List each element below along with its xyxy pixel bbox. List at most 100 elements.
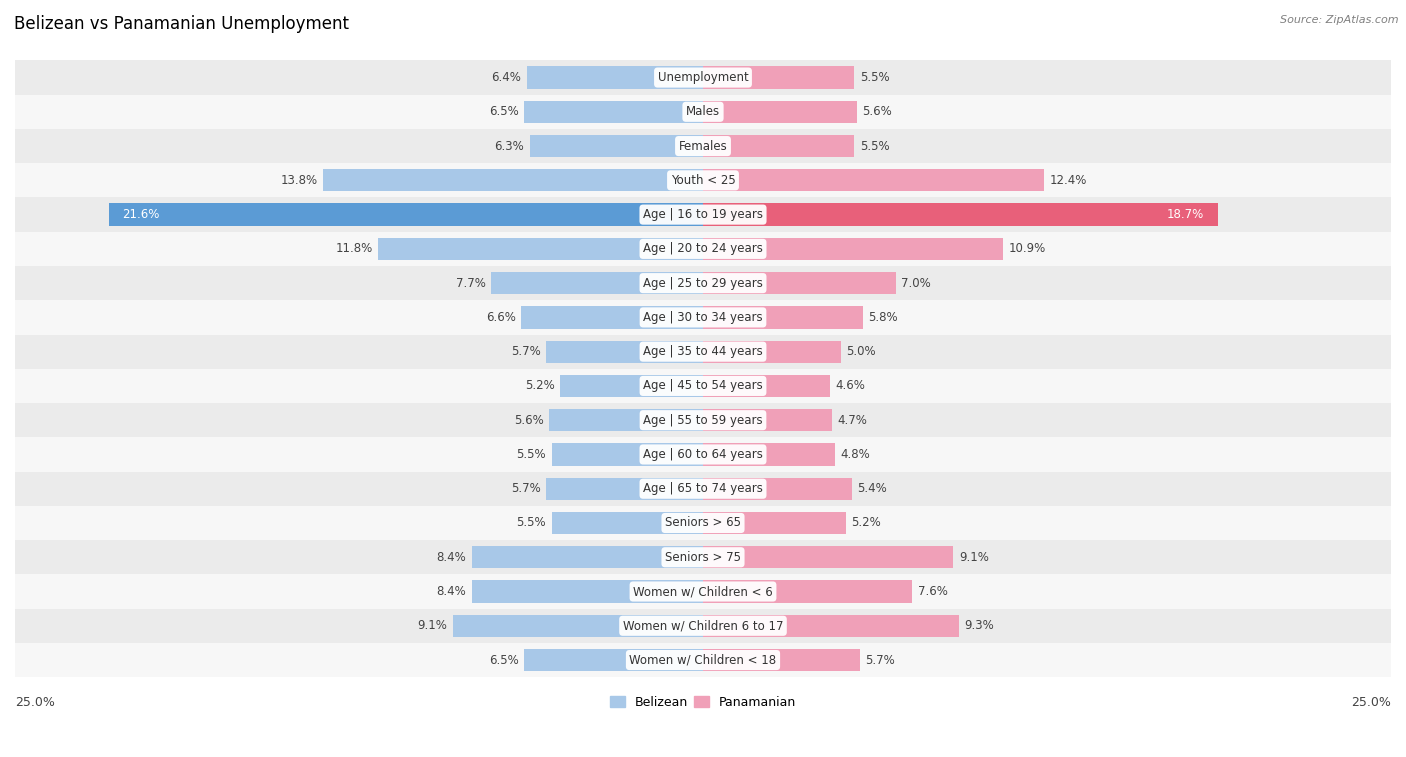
Bar: [551, 512, 703, 534]
Text: Males: Males: [686, 105, 720, 118]
Text: 5.5%: 5.5%: [516, 448, 546, 461]
Text: Age | 60 to 64 years: Age | 60 to 64 years: [643, 448, 763, 461]
Bar: [15, 506, 1391, 540]
Bar: [703, 478, 852, 500]
Text: Age | 65 to 74 years: Age | 65 to 74 years: [643, 482, 763, 495]
Bar: [703, 341, 841, 363]
Bar: [15, 403, 1391, 438]
Text: Age | 30 to 34 years: Age | 30 to 34 years: [643, 311, 763, 324]
Text: Unemployment: Unemployment: [658, 71, 748, 84]
Text: 8.4%: 8.4%: [437, 585, 467, 598]
Text: 5.6%: 5.6%: [513, 413, 543, 427]
Bar: [703, 135, 855, 157]
Text: Age | 35 to 44 years: Age | 35 to 44 years: [643, 345, 763, 358]
Text: Age | 55 to 59 years: Age | 55 to 59 years: [643, 413, 763, 427]
Bar: [703, 615, 959, 637]
Text: 6.5%: 6.5%: [489, 653, 519, 666]
Text: 5.0%: 5.0%: [846, 345, 876, 358]
Text: 5.2%: 5.2%: [524, 379, 554, 392]
Bar: [15, 575, 1391, 609]
Bar: [15, 61, 1391, 95]
Text: 9.1%: 9.1%: [959, 551, 988, 564]
Bar: [548, 409, 703, 431]
Text: 13.8%: 13.8%: [281, 174, 318, 187]
Bar: [15, 266, 1391, 301]
Bar: [15, 438, 1391, 472]
Text: 4.7%: 4.7%: [838, 413, 868, 427]
Text: 5.8%: 5.8%: [868, 311, 898, 324]
Bar: [15, 643, 1391, 678]
Text: 5.5%: 5.5%: [516, 516, 546, 529]
Bar: [703, 204, 1218, 226]
Bar: [703, 444, 835, 466]
Text: 5.2%: 5.2%: [852, 516, 882, 529]
Bar: [546, 341, 703, 363]
Bar: [15, 335, 1391, 369]
Bar: [703, 238, 1002, 260]
Bar: [527, 67, 703, 89]
Text: Age | 45 to 54 years: Age | 45 to 54 years: [643, 379, 763, 392]
Text: 5.4%: 5.4%: [858, 482, 887, 495]
Text: 6.3%: 6.3%: [495, 139, 524, 153]
Text: 6.4%: 6.4%: [492, 71, 522, 84]
Bar: [703, 272, 896, 294]
Text: 10.9%: 10.9%: [1008, 242, 1046, 255]
Text: Women w/ Children < 6: Women w/ Children < 6: [633, 585, 773, 598]
Bar: [524, 101, 703, 123]
Bar: [15, 540, 1391, 575]
Text: 5.7%: 5.7%: [510, 482, 541, 495]
Bar: [472, 546, 703, 569]
Text: 6.5%: 6.5%: [489, 105, 519, 118]
Bar: [703, 512, 846, 534]
Bar: [560, 375, 703, 397]
Text: Age | 16 to 19 years: Age | 16 to 19 years: [643, 208, 763, 221]
Text: 5.5%: 5.5%: [860, 139, 890, 153]
Text: 9.1%: 9.1%: [418, 619, 447, 632]
Bar: [522, 307, 703, 329]
Bar: [378, 238, 703, 260]
Bar: [703, 307, 863, 329]
Text: 8.4%: 8.4%: [437, 551, 467, 564]
Text: 21.6%: 21.6%: [122, 208, 160, 221]
Text: 7.7%: 7.7%: [456, 276, 485, 290]
Text: Women w/ Children < 18: Women w/ Children < 18: [630, 653, 776, 666]
Bar: [703, 67, 855, 89]
Bar: [703, 375, 830, 397]
Text: 7.6%: 7.6%: [918, 585, 948, 598]
Bar: [108, 204, 703, 226]
Bar: [15, 609, 1391, 643]
Text: 6.6%: 6.6%: [486, 311, 516, 324]
Text: Age | 20 to 24 years: Age | 20 to 24 years: [643, 242, 763, 255]
Text: 4.8%: 4.8%: [841, 448, 870, 461]
Text: Women w/ Children 6 to 17: Women w/ Children 6 to 17: [623, 619, 783, 632]
Text: 25.0%: 25.0%: [15, 696, 55, 709]
Bar: [703, 546, 953, 569]
Bar: [703, 581, 912, 603]
Bar: [15, 95, 1391, 129]
Bar: [15, 129, 1391, 164]
Text: Source: ZipAtlas.com: Source: ZipAtlas.com: [1281, 15, 1399, 25]
Bar: [491, 272, 703, 294]
Bar: [546, 478, 703, 500]
Text: 25.0%: 25.0%: [1351, 696, 1391, 709]
Text: Seniors > 75: Seniors > 75: [665, 551, 741, 564]
Text: Belizean vs Panamanian Unemployment: Belizean vs Panamanian Unemployment: [14, 15, 349, 33]
Text: Youth < 25: Youth < 25: [671, 174, 735, 187]
Bar: [323, 170, 703, 192]
Text: Age | 25 to 29 years: Age | 25 to 29 years: [643, 276, 763, 290]
Text: Females: Females: [679, 139, 727, 153]
Text: 4.6%: 4.6%: [835, 379, 865, 392]
Text: 9.3%: 9.3%: [965, 619, 994, 632]
Text: 5.5%: 5.5%: [860, 71, 890, 84]
Bar: [15, 472, 1391, 506]
Text: 18.7%: 18.7%: [1167, 208, 1204, 221]
Bar: [530, 135, 703, 157]
Bar: [703, 649, 860, 671]
Bar: [524, 649, 703, 671]
Bar: [453, 615, 703, 637]
Bar: [15, 164, 1391, 198]
Text: 5.6%: 5.6%: [863, 105, 893, 118]
Text: 12.4%: 12.4%: [1050, 174, 1087, 187]
Bar: [703, 409, 832, 431]
Legend: Belizean, Panamanian: Belizean, Panamanian: [605, 691, 801, 714]
